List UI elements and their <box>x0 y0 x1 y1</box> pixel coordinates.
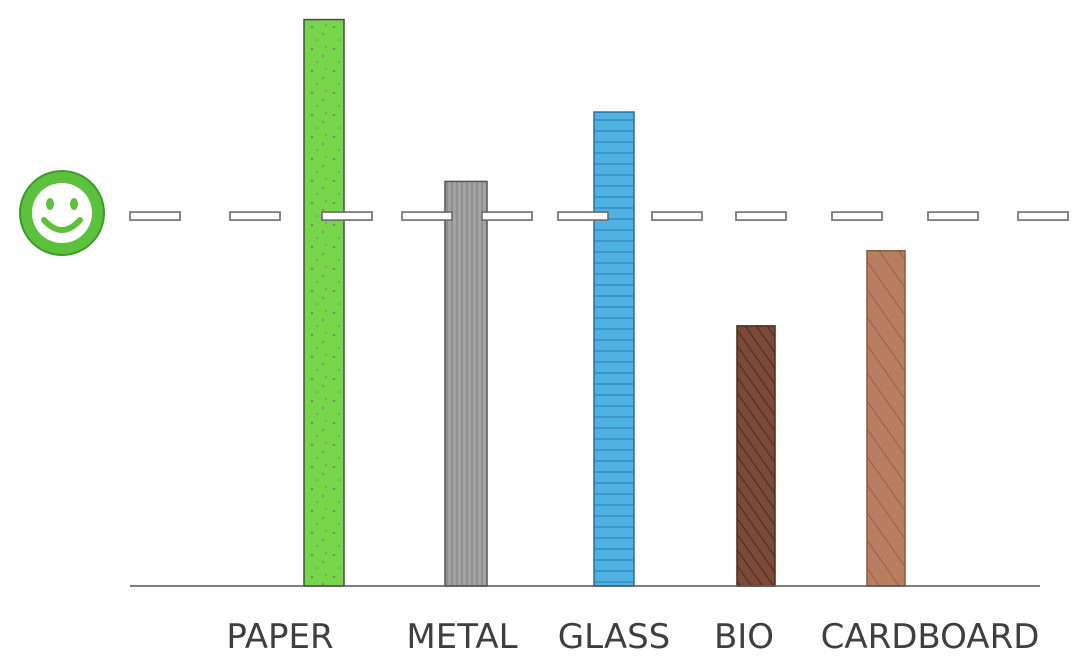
x-tick-label-glass: GLASS <box>558 617 671 657</box>
bar-glass <box>593 111 635 587</box>
target-dash <box>229 211 281 221</box>
x-tick-label-cardboard: CARDBOARD <box>821 617 1040 657</box>
bar-paper <box>303 18 345 587</box>
bar-metal <box>444 180 488 587</box>
x-tick-label-bio: BIO <box>714 617 774 657</box>
target-dash <box>557 211 609 221</box>
bar-cardboard <box>866 250 906 587</box>
target-dash <box>1017 211 1069 221</box>
x-axis-labels: PAPER METAL GLASS BIO CARDBOARD <box>226 617 1039 657</box>
target-dash <box>735 211 787 221</box>
x-tick-label-metal: METAL <box>406 617 517 657</box>
target-dash <box>651 211 703 221</box>
x-tick-label-paper: PAPER <box>226 617 333 657</box>
target-dash <box>129 211 181 221</box>
target-dash <box>927 211 979 221</box>
bars-layer <box>303 18 906 587</box>
target-dash <box>321 211 373 221</box>
target-dash <box>481 211 533 221</box>
target-dash <box>401 211 453 221</box>
smiley-face-icon <box>19 170 105 256</box>
bar-bio <box>736 325 776 587</box>
target-line <box>129 211 1069 221</box>
target-dash <box>831 211 883 221</box>
